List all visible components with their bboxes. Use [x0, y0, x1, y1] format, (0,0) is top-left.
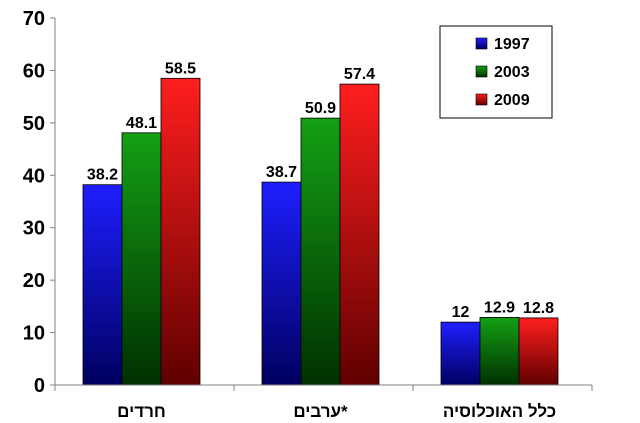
legend-swatch-2009 — [475, 93, 488, 106]
y-tick-label: 30 — [23, 218, 45, 240]
data-label-2009-1: 57.4 — [344, 66, 375, 83]
category-label-0: חרדים — [117, 402, 166, 421]
bar-2003-0 — [121, 132, 162, 386]
bar-2009-0 — [160, 77, 201, 386]
legend-swatch-2003 — [475, 65, 488, 78]
bar-2003-1 — [300, 117, 341, 386]
data-label-1997-2: 12 — [452, 304, 470, 321]
data-label-2009-2: 12.8 — [523, 300, 554, 317]
bar-1997-1 — [261, 181, 302, 386]
category-label-2: כלל האוכלוסיה — [443, 402, 556, 421]
data-label-2003-2: 12.9 — [484, 299, 515, 316]
bar-1997-2 — [440, 321, 481, 386]
y-tick-label: 20 — [23, 270, 45, 292]
y-tick-label: 40 — [23, 165, 45, 187]
data-label-2003-1: 50.9 — [305, 100, 336, 117]
legend-label-1997: 1997 — [494, 36, 530, 53]
data-label-2003-0: 48.1 — [126, 115, 157, 132]
data-label-1997-0: 38.2 — [87, 167, 118, 184]
y-tick-label: 60 — [23, 60, 45, 82]
data-label-1997-1: 38.7 — [266, 164, 297, 181]
legend: 1997 2003 2009 — [439, 25, 553, 119]
legend-swatch-1997 — [475, 37, 488, 50]
y-tick-label: 50 — [23, 113, 45, 135]
data-label-2009-0: 58.5 — [165, 60, 196, 77]
legend-label-2003: 2003 — [494, 64, 530, 81]
y-tick-label: 70 — [23, 8, 45, 30]
bar-2009-2 — [518, 317, 559, 386]
bars-layer — [82, 77, 559, 386]
axes-layer: 0 10 20 30 40 50 60 70 — [23, 8, 593, 397]
labels-layer: 38.2 48.1 58.5 חרדים 38.7 50.9 57.4 ערבים* 12 12.… — [87, 60, 556, 421]
y-tick-label: 0 — [34, 375, 45, 397]
bar-2003-2 — [479, 316, 520, 386]
legend-label-2009: 2009 — [494, 92, 530, 109]
category-label-1: ערבים* — [293, 402, 348, 421]
y-tick-label: 10 — [23, 323, 45, 345]
legend-box — [439, 25, 553, 119]
bar-1997-0 — [82, 184, 123, 386]
bar-2009-1 — [339, 83, 380, 386]
